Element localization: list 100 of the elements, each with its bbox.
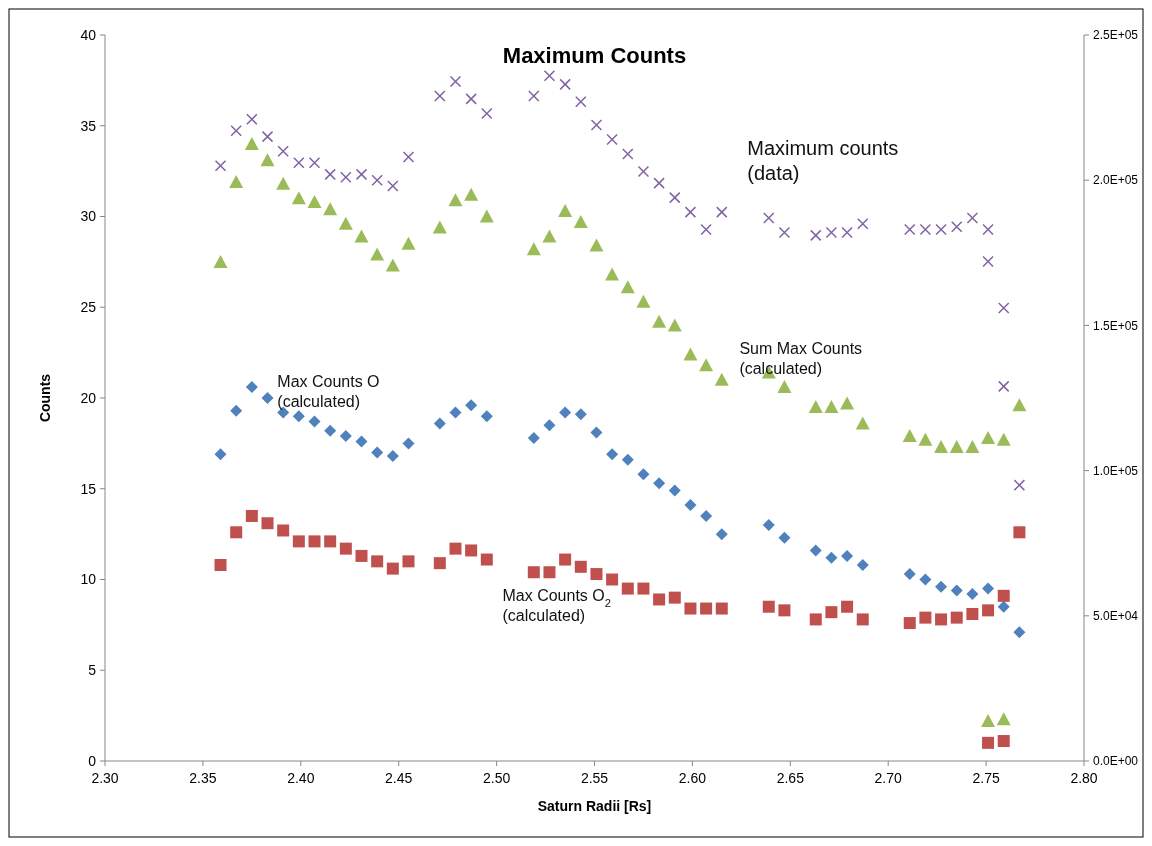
point <box>354 229 369 243</box>
point <box>575 96 587 108</box>
point <box>387 180 399 192</box>
point <box>919 611 932 624</box>
point <box>762 600 775 613</box>
point <box>856 558 869 571</box>
point <box>997 735 1010 748</box>
point <box>669 191 681 204</box>
point <box>543 69 556 82</box>
point <box>292 535 305 548</box>
point <box>574 560 587 573</box>
point <box>949 440 964 454</box>
point <box>653 477 666 490</box>
point <box>230 125 242 137</box>
point <box>261 392 274 404</box>
point <box>763 212 775 224</box>
point <box>778 226 791 239</box>
x-axis-title: Saturn Radii [Rs] <box>537 798 652 814</box>
point <box>950 584 963 597</box>
point <box>622 148 634 160</box>
point <box>245 509 258 522</box>
point <box>277 145 289 157</box>
point <box>918 432 933 446</box>
x-tick-label: 2.60 <box>678 770 707 786</box>
point <box>606 448 619 461</box>
point <box>652 314 667 328</box>
x-tick-label: 2.30 <box>91 770 119 786</box>
point <box>605 267 620 281</box>
point <box>982 223 994 236</box>
point <box>606 573 619 586</box>
point <box>981 430 996 444</box>
point <box>840 396 855 410</box>
point <box>778 531 791 544</box>
series-label: Maximum counts (data) <box>747 136 899 184</box>
x-tick-label: 2.50 <box>482 770 511 786</box>
point <box>590 426 603 439</box>
point <box>527 566 540 579</box>
point <box>653 177 665 189</box>
point <box>637 468 650 481</box>
point <box>527 431 540 444</box>
series-label: Sum Max Counts (calculated) <box>739 340 863 378</box>
point <box>620 280 635 294</box>
point <box>825 606 838 619</box>
point <box>542 229 557 243</box>
point <box>715 602 728 615</box>
point <box>307 194 322 208</box>
y2-tick-label: 1.0E+05 <box>1093 463 1139 478</box>
point <box>449 542 462 555</box>
point <box>323 202 338 216</box>
point <box>480 410 493 423</box>
point <box>559 553 572 566</box>
point <box>465 93 477 105</box>
point <box>480 553 493 566</box>
point <box>543 566 556 579</box>
point <box>402 151 415 163</box>
point <box>340 171 352 184</box>
x-tick-label: 2.80 <box>1070 770 1098 786</box>
point <box>903 223 916 236</box>
point <box>308 415 321 428</box>
point <box>558 204 573 218</box>
point <box>855 416 870 430</box>
point <box>261 130 274 143</box>
y2-tick-label: 2.5E+05 <box>1093 28 1139 43</box>
point <box>434 90 446 102</box>
point <box>684 602 697 615</box>
point <box>481 107 493 120</box>
point <box>637 165 650 178</box>
point <box>700 223 712 236</box>
y-tick-label: 5 <box>88 662 97 679</box>
y-tick-label: 25 <box>80 299 97 316</box>
point <box>966 588 979 601</box>
point <box>401 236 416 250</box>
point <box>636 294 651 308</box>
series-label: Max Counts O (calculated) <box>277 373 380 411</box>
y2-tick-label: 5.0E+04 <box>1093 609 1139 623</box>
point <box>465 399 478 412</box>
point <box>464 187 479 201</box>
point <box>919 573 932 586</box>
point <box>903 568 916 581</box>
point <box>213 254 228 268</box>
point <box>559 406 572 419</box>
point <box>996 432 1011 446</box>
point <box>449 406 462 419</box>
point <box>528 90 540 102</box>
point <box>935 223 947 236</box>
x-tick-label: 2.70 <box>874 770 903 786</box>
point <box>762 519 775 532</box>
point <box>700 509 713 522</box>
point <box>338 216 353 230</box>
y-axis-title: Counts <box>37 373 53 423</box>
point <box>230 526 243 539</box>
point <box>433 417 446 430</box>
point <box>590 568 603 581</box>
point <box>935 580 948 593</box>
text: Max Counts O$_{2}$ (calculated) <box>502 587 611 625</box>
point <box>982 582 995 595</box>
point <box>1012 398 1027 412</box>
point <box>339 430 352 443</box>
point <box>244 136 259 150</box>
point <box>402 437 415 450</box>
